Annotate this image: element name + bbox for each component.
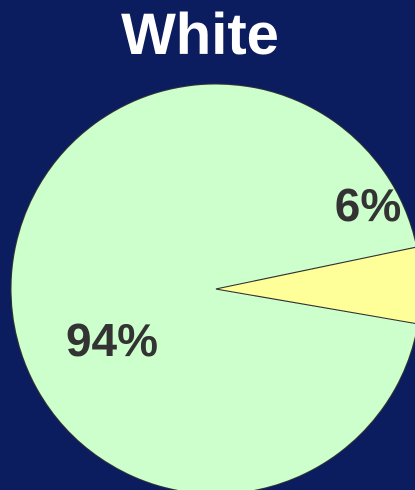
chart-title: White bbox=[121, 2, 279, 67]
pie-slice-2 bbox=[215, 246, 415, 324]
pie-labels: 94% 6% bbox=[66, 179, 401, 366]
pie-slice-label-1: 94% bbox=[66, 314, 158, 366]
pie-slice-1 bbox=[10, 83, 415, 490]
pie-slice-label-2: 6% bbox=[335, 179, 401, 231]
pie-slices bbox=[10, 83, 415, 490]
